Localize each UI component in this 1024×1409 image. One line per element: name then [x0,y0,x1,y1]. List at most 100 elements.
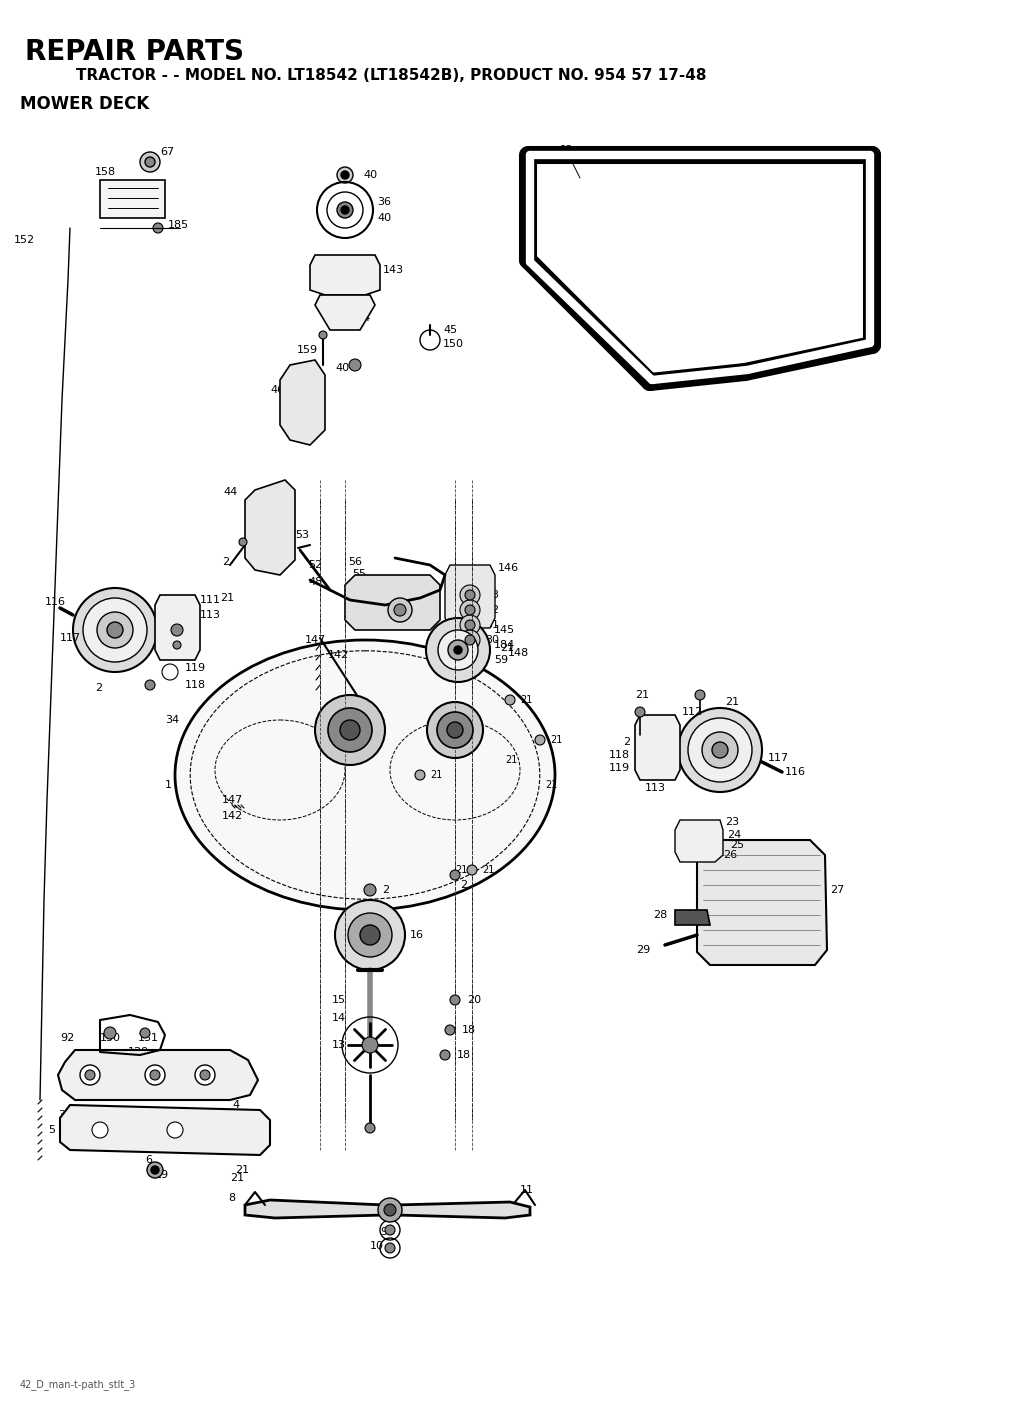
Text: 68: 68 [558,145,572,155]
Circle shape [678,707,762,792]
Text: TRACTOR - - MODEL NO. LT18542 (LT18542B), PRODUCT NO. 954 57 17-48: TRACTOR - - MODEL NO. LT18542 (LT18542B)… [55,68,707,83]
Circle shape [80,1065,100,1085]
Text: 55: 55 [352,569,366,579]
Text: 46: 46 [270,385,284,395]
Polygon shape [155,595,200,659]
Ellipse shape [175,640,555,910]
Circle shape [388,597,412,621]
Text: 92: 92 [60,1033,75,1043]
Circle shape [378,1198,402,1222]
Text: 21: 21 [500,643,514,652]
Circle shape [440,1050,450,1060]
Circle shape [153,223,163,232]
Text: 129: 129 [128,1047,150,1057]
Circle shape [384,1205,396,1216]
Circle shape [385,1224,395,1236]
Text: 32: 32 [485,604,499,614]
Circle shape [385,1243,395,1253]
Text: 119: 119 [609,764,630,774]
Circle shape [341,170,349,179]
Polygon shape [675,910,710,924]
Text: 8: 8 [228,1193,234,1203]
Text: 5: 5 [48,1124,55,1136]
Circle shape [365,1123,375,1133]
Text: 149: 149 [238,1113,259,1123]
Text: 29: 29 [636,945,650,955]
Text: 21: 21 [545,781,557,790]
Text: 40: 40 [377,213,391,223]
Circle shape [415,769,425,781]
Polygon shape [445,565,495,628]
Circle shape [341,206,349,214]
Text: 117: 117 [60,633,81,643]
Polygon shape [60,1105,270,1155]
Text: 45: 45 [443,325,457,335]
Text: 40: 40 [362,170,377,180]
Text: 112: 112 [682,707,703,717]
Circle shape [449,640,468,659]
Circle shape [92,1122,108,1138]
Text: 21: 21 [230,1174,244,1184]
Circle shape [195,1065,215,1085]
Text: 116: 116 [785,766,806,776]
Text: 158: 158 [95,168,116,178]
Polygon shape [635,714,680,781]
Circle shape [712,743,728,758]
Circle shape [427,702,483,758]
Text: 113: 113 [200,610,221,620]
Circle shape [85,1069,95,1081]
Polygon shape [58,1050,258,1100]
Circle shape [447,721,463,738]
Text: 26: 26 [723,850,737,859]
Polygon shape [345,575,440,630]
Circle shape [465,604,475,614]
Text: 20: 20 [467,995,481,1005]
Circle shape [460,614,480,635]
Polygon shape [697,840,827,965]
Text: 34: 34 [165,714,179,726]
Circle shape [171,624,183,635]
Text: 111: 111 [200,595,221,604]
Text: 21: 21 [220,593,234,603]
Circle shape [465,620,475,630]
Text: 148: 148 [508,648,529,658]
Text: 130: 130 [100,1033,121,1043]
Circle shape [337,168,353,183]
Text: 15: 15 [332,995,346,1005]
Circle shape [151,1167,159,1174]
Text: 117: 117 [768,752,790,764]
Circle shape [83,597,147,662]
Text: 184: 184 [494,640,515,650]
Text: 147: 147 [222,795,244,805]
Text: 185: 185 [168,220,189,230]
Circle shape [465,590,475,600]
Circle shape [426,619,490,682]
Circle shape [688,719,752,782]
Text: 30: 30 [485,635,499,645]
Circle shape [454,645,462,654]
Text: 67: 67 [160,147,174,156]
Circle shape [340,720,360,740]
Circle shape [635,707,645,717]
Text: 21: 21 [550,735,562,745]
Circle shape [348,913,392,957]
Circle shape [337,201,353,218]
Text: 152: 152 [14,235,35,245]
Text: 54: 54 [415,597,429,607]
Text: 21: 21 [430,769,442,781]
Text: 2: 2 [623,737,630,747]
Text: 28: 28 [652,910,667,920]
Text: 36: 36 [377,197,391,207]
Circle shape [450,869,460,881]
Text: 18: 18 [462,1024,476,1036]
Polygon shape [315,294,375,330]
Text: 48: 48 [308,578,323,588]
Circle shape [150,1069,160,1081]
Circle shape [104,1027,116,1038]
Text: 27: 27 [830,885,844,895]
Text: 142: 142 [328,650,349,659]
Circle shape [438,630,478,671]
Text: 19: 19 [155,1169,169,1179]
Circle shape [437,712,473,748]
Circle shape [364,883,376,896]
